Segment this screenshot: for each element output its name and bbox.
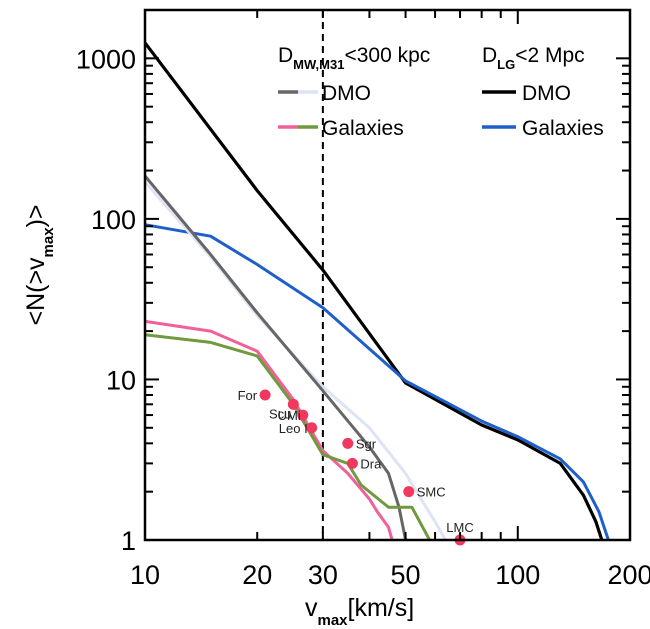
y-axis-title: <N(>vmax)> [22, 204, 57, 325]
legend-label-lg-dmo: DMO [522, 82, 571, 105]
y-tick-label: 10 [106, 365, 136, 395]
point-label-umi: UMi [278, 408, 301, 423]
legend-label-mw-galaxies: Galaxies [322, 117, 404, 140]
plot-content [143, 10, 610, 546]
data-point-umi [297, 409, 309, 421]
legend-heading-lg-subscript: LG [497, 57, 515, 72]
point-label-lmc: LMC [446, 520, 473, 535]
point-label-for: For [238, 388, 258, 403]
point-label-smc: SMC [417, 485, 446, 500]
y-tick-label: 1 [121, 526, 136, 556]
x-axis-title: vmax[km/s] [305, 594, 414, 629]
legend-heading-mw: DMW,M31<300 kpc [278, 44, 430, 72]
series-line-5 [144, 333, 431, 541]
x-tick-label: 30 [308, 560, 338, 590]
data-point-scu [287, 398, 299, 410]
data-point-for [259, 389, 271, 401]
data-point-dra [346, 457, 358, 469]
legend-heading-mw-subscript: MW,M31 [293, 57, 344, 72]
legend-heading-lg: DLG<2 Mpc [482, 44, 585, 72]
data-point-leo-i [306, 422, 318, 434]
series-line-3 [143, 175, 408, 541]
series-line-1 [144, 223, 610, 541]
y-tick-label: 1000 [76, 44, 136, 74]
x-tick-label: 10 [130, 560, 160, 590]
x-tick-label: 200 [607, 560, 650, 590]
legend-label-mw-dmo: DMO [322, 82, 371, 105]
x-tick-label: 20 [242, 560, 272, 590]
series-line-2 [143, 180, 447, 541]
data-point-smc [403, 486, 415, 498]
x-tick-label: 100 [495, 560, 540, 590]
legend-label-lg-galaxies: Galaxies [522, 117, 604, 140]
series-line-0 [143, 41, 604, 541]
point-label-leo-i: Leo I [279, 421, 308, 436]
data-point-sgr [342, 437, 354, 449]
point-label-scu: Scu [269, 406, 291, 421]
point-label-sgr: Sgr [356, 436, 377, 451]
y-tick-label: 100 [91, 205, 136, 235]
plot-frame [143, 8, 632, 542]
series-line-4 [144, 319, 394, 541]
legend-swatches [278, 90, 516, 129]
x-tick-label: 50 [391, 560, 421, 590]
point-label-dra: Dra [360, 456, 382, 471]
axis-ticks [144, 9, 631, 541]
